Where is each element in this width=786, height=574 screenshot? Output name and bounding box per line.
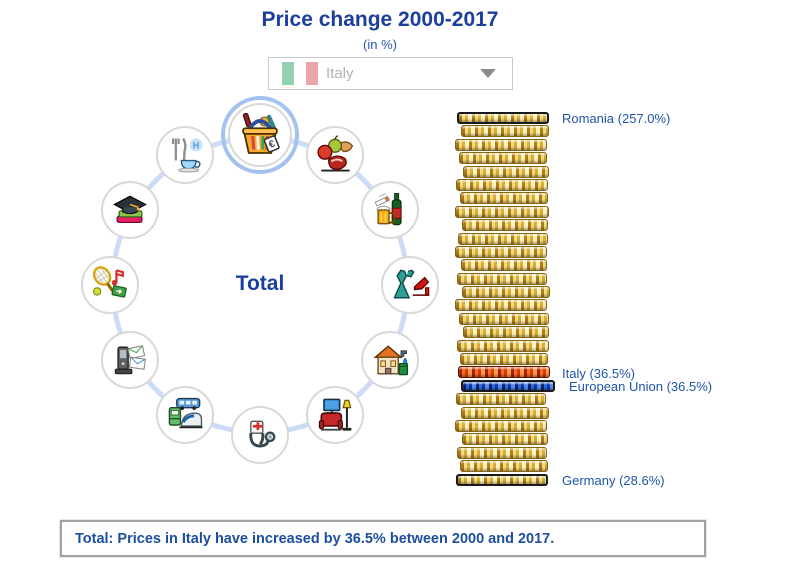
category-total[interactable]: €	[228, 103, 292, 167]
coin	[463, 326, 549, 339]
coin-label-italy: Italy (36.5%)	[562, 365, 635, 381]
education-icon	[113, 195, 147, 224]
coin	[455, 299, 547, 312]
coin	[458, 366, 550, 379]
furnishings-icon	[318, 398, 352, 431]
coin	[462, 219, 548, 232]
svg-text:€: €	[267, 138, 277, 150]
coin-label-germany: Germany (28.6%)	[562, 472, 665, 488]
category-housing-utilities[interactable]	[361, 331, 419, 389]
coin	[455, 205, 549, 218]
page-subtitle: (in %)	[363, 37, 397, 52]
coin	[456, 473, 548, 486]
coin	[463, 165, 549, 178]
page-title: Price change 2000-2017	[261, 8, 499, 31]
alcohol-tobacco-icon	[374, 193, 402, 226]
category-transport[interactable]	[156, 386, 214, 444]
coin	[460, 353, 548, 366]
coin	[460, 460, 548, 473]
coin	[459, 152, 547, 165]
communication-icon	[114, 345, 146, 375]
food-icon	[317, 135, 354, 172]
coin	[461, 259, 547, 272]
summary-text: Total: Prices in Italy have increased by…	[75, 530, 555, 547]
shopping-basket-icon: €	[242, 112, 280, 154]
coin	[457, 112, 549, 124]
coin	[456, 178, 548, 191]
coin-label-romania: Romania (257.0%)	[562, 111, 671, 126]
coin-label-european-union: European Union (36.5%)	[569, 379, 713, 394]
selected-category-ring	[221, 96, 299, 174]
coin	[462, 286, 550, 299]
coin	[457, 446, 547, 459]
category-alcohol-tobacco[interactable]	[361, 181, 419, 239]
coin	[461, 125, 549, 138]
coin	[459, 312, 549, 325]
recreation-icon	[92, 266, 127, 298]
summary-box: Total: Prices in Italy have increased by…	[60, 520, 706, 557]
category-food[interactable]	[306, 126, 364, 184]
wheel-center-label: Total	[235, 272, 285, 295]
coin	[455, 419, 547, 432]
clothing-icon	[393, 269, 430, 299]
coin	[456, 393, 546, 406]
category-health[interactable]	[231, 406, 289, 464]
category-education[interactable]	[101, 181, 159, 239]
health-icon	[249, 420, 276, 448]
restaurants-hotels-icon: H	[171, 137, 203, 173]
coin	[462, 433, 548, 446]
coin-stack-chart: Romania (257.0%) Italy (36.5%) European …	[455, 111, 775, 502]
italy-flag-icon	[282, 62, 318, 85]
coin	[455, 138, 547, 151]
housing-icon	[373, 345, 409, 376]
coin	[457, 339, 549, 352]
category-communication[interactable]	[101, 331, 159, 389]
transport-icon	[168, 397, 203, 429]
chevron-down-icon	[480, 69, 496, 78]
category-recreation-culture[interactable]	[81, 256, 139, 314]
coin	[460, 192, 548, 205]
category-restaurants-hotels[interactable]: H	[156, 126, 214, 184]
svg-text:H: H	[193, 141, 200, 151]
coin	[457, 272, 547, 285]
country-dropdown[interactable]: Italy	[268, 57, 513, 90]
coin-stack	[455, 112, 559, 487]
coin	[461, 379, 555, 392]
coin	[461, 406, 549, 419]
coin	[458, 232, 548, 245]
category-furnishings-household[interactable]	[306, 386, 364, 444]
coin	[455, 245, 547, 258]
country-dropdown-value: Italy	[326, 65, 354, 82]
category-clothing-footwear[interactable]	[381, 256, 439, 314]
